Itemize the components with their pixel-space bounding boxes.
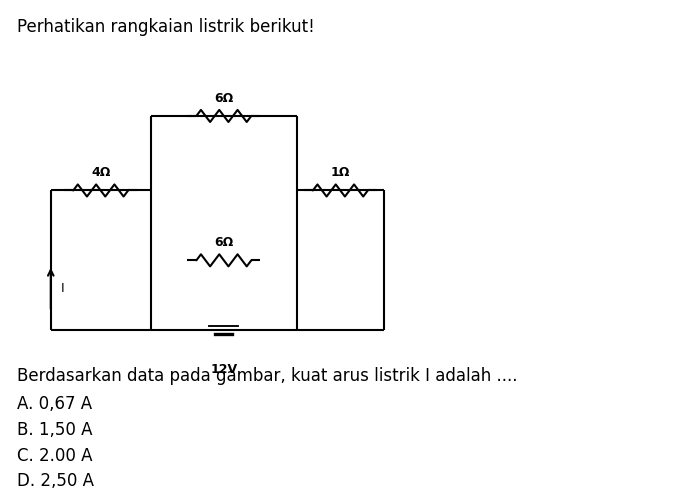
Text: A. 0,67 A: A. 0,67 A [18,395,92,413]
Text: C. 2.00 A: C. 2.00 A [18,447,93,465]
Text: 4Ω: 4Ω [91,166,111,179]
Text: Berdasarkan data pada gambar, kuat arus listrik I adalah ....: Berdasarkan data pada gambar, kuat arus … [18,368,518,385]
Text: Perhatikan rangkaian listrik berikut!: Perhatikan rangkaian listrik berikut! [18,18,315,36]
Text: I: I [61,282,65,295]
Text: B. 1,50 A: B. 1,50 A [18,421,93,439]
Text: 12V: 12V [210,363,237,376]
Text: D. 2,50 A: D. 2,50 A [18,472,94,490]
Text: 1Ω: 1Ω [331,166,350,179]
Text: 6Ω: 6Ω [214,92,233,105]
Text: 6Ω: 6Ω [214,236,233,249]
